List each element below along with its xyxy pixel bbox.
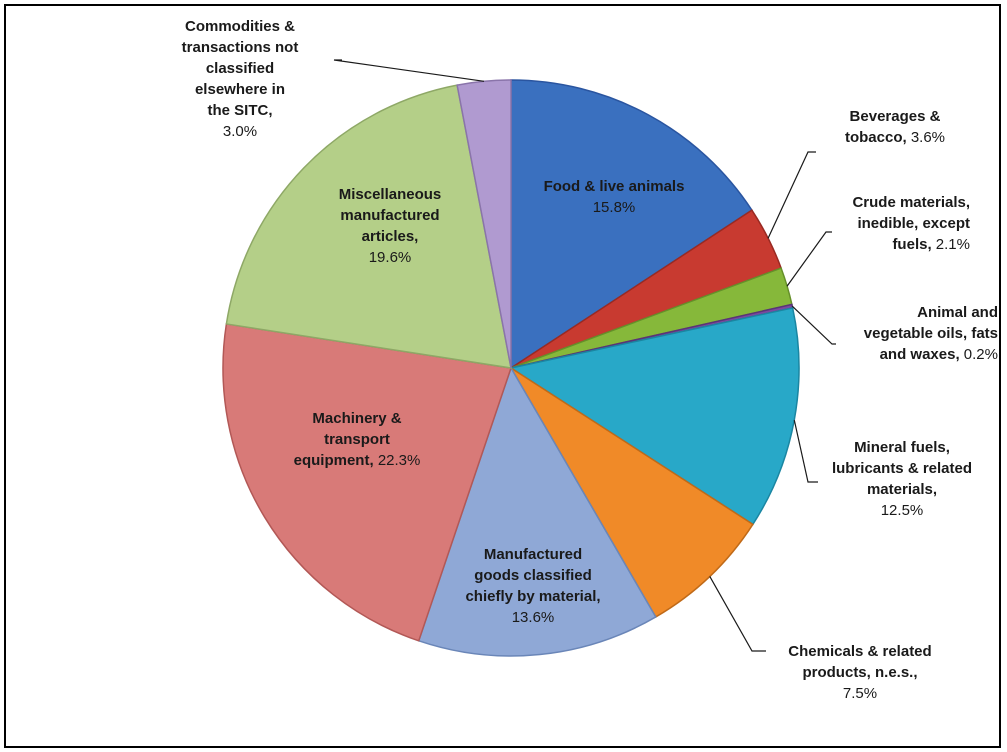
data-label-chemicals-line2: products, n.e.s., xyxy=(802,664,918,681)
data-label-miscellaneous: Miscellaneous manufactured articles, 19.… xyxy=(300,184,480,268)
pie-slice-chemicals xyxy=(510,367,754,618)
data-label-machinery-line1: Machinery & xyxy=(312,410,402,427)
data-label-crude-line2: inedible, except xyxy=(857,215,970,232)
data-label-manufactured-goods-line3: chiefly by material, xyxy=(465,588,601,605)
leader-line-oils xyxy=(791,305,836,345)
data-label-mineral: Mineral fuels, lubricants & related mate… xyxy=(808,437,996,521)
leader-line-commodities xyxy=(333,59,485,82)
pie-slices xyxy=(222,79,800,657)
pie-slice-miscellaneous xyxy=(225,84,512,369)
data-label-crude-line1: Crude materials, xyxy=(852,194,970,211)
data-label-commodities-line3: classified xyxy=(205,60,275,77)
data-label-oils-line2: vegetable oils, fats xyxy=(863,325,998,342)
data-label-machinery: Machinery & transport equipment, 22.3% xyxy=(262,408,452,471)
data-label-commodities-line1: Commodities & xyxy=(184,18,295,35)
data-label-manufactured-goods: Manufactured goods classified chiefly by… xyxy=(428,544,638,628)
data-label-manufactured-goods-line2: goods classified xyxy=(474,567,592,584)
data-label-food-name: Food & live animals xyxy=(543,178,685,195)
data-label-mineral-line3: materials, xyxy=(866,481,938,498)
data-label-food: Food & live animals 15.8% xyxy=(508,176,720,218)
data-label-mineral-value: 12.5% xyxy=(880,502,924,519)
data-label-manufactured-goods-line1: Manufactured xyxy=(483,546,583,563)
data-label-chemicals-line1: Chemicals & related xyxy=(788,643,932,660)
data-label-beverages-name: Beverages & xyxy=(849,108,941,125)
pie-slice-food xyxy=(510,79,753,370)
leader-line-crude xyxy=(786,231,832,287)
data-label-miscellaneous-line1: Miscellaneous xyxy=(338,186,442,203)
data-label-commodities-value: 3.0% xyxy=(222,123,258,140)
pie-slice-manufactured-goods xyxy=(417,366,657,657)
data-label-crude-value: 2.1% xyxy=(935,236,970,253)
data-label-oils-line3: and waxes, 0.2% xyxy=(879,346,998,363)
leader-lines xyxy=(333,59,836,652)
data-label-beverages: Beverages & tobacco, 3.6% xyxy=(800,106,990,148)
leader-line-beverages xyxy=(767,151,816,239)
data-label-mineral-line1: Mineral fuels, xyxy=(854,439,950,456)
data-label-commodities-line4: elsewhere in xyxy=(194,81,286,98)
data-label-machinery-line3: equipment, 22.3% xyxy=(293,452,421,469)
data-label-oils: Animal and vegetable oils, fats and waxe… xyxy=(812,302,998,365)
data-label-chemicals-value: 7.5% xyxy=(842,685,878,702)
data-label-commodities-line2: transactions not xyxy=(181,39,299,56)
data-label-chemicals: Chemicals & related products, n.e.s., 7.… xyxy=(756,641,964,704)
data-label-food-value: 15.8% xyxy=(592,199,636,216)
data-label-commodities: Commodities & transactions not classifie… xyxy=(140,16,340,142)
data-label-manufactured-goods-value: 13.6% xyxy=(511,609,555,626)
data-label-machinery-value: 22.3% xyxy=(377,452,421,469)
data-label-crude: Crude materials, inedible, except fuels,… xyxy=(806,192,970,255)
leader-line-chemicals xyxy=(709,576,766,652)
data-label-miscellaneous-value: 19.6% xyxy=(368,249,412,266)
data-label-commodities-line5: the SITC, xyxy=(207,102,273,119)
data-label-miscellaneous-line3: articles, xyxy=(361,228,419,245)
data-label-mineral-line2: lubricants & related xyxy=(831,460,973,477)
data-label-machinery-line2: transport xyxy=(324,431,390,448)
leader-line-mineral xyxy=(793,419,818,483)
data-label-beverages-value: 3.6% xyxy=(910,129,946,146)
data-label-beverages-line2: tobacco, 3.6% xyxy=(844,129,946,146)
data-label-oils-line1: Animal and xyxy=(917,304,998,321)
data-label-miscellaneous-line2: manufactured xyxy=(340,207,440,224)
pie-slice-mineral xyxy=(509,307,800,526)
data-label-oils-value: 0.2% xyxy=(963,346,998,363)
data-label-crude-line3: fuels, 2.1% xyxy=(892,236,970,253)
pie-slice-machinery xyxy=(222,323,512,642)
